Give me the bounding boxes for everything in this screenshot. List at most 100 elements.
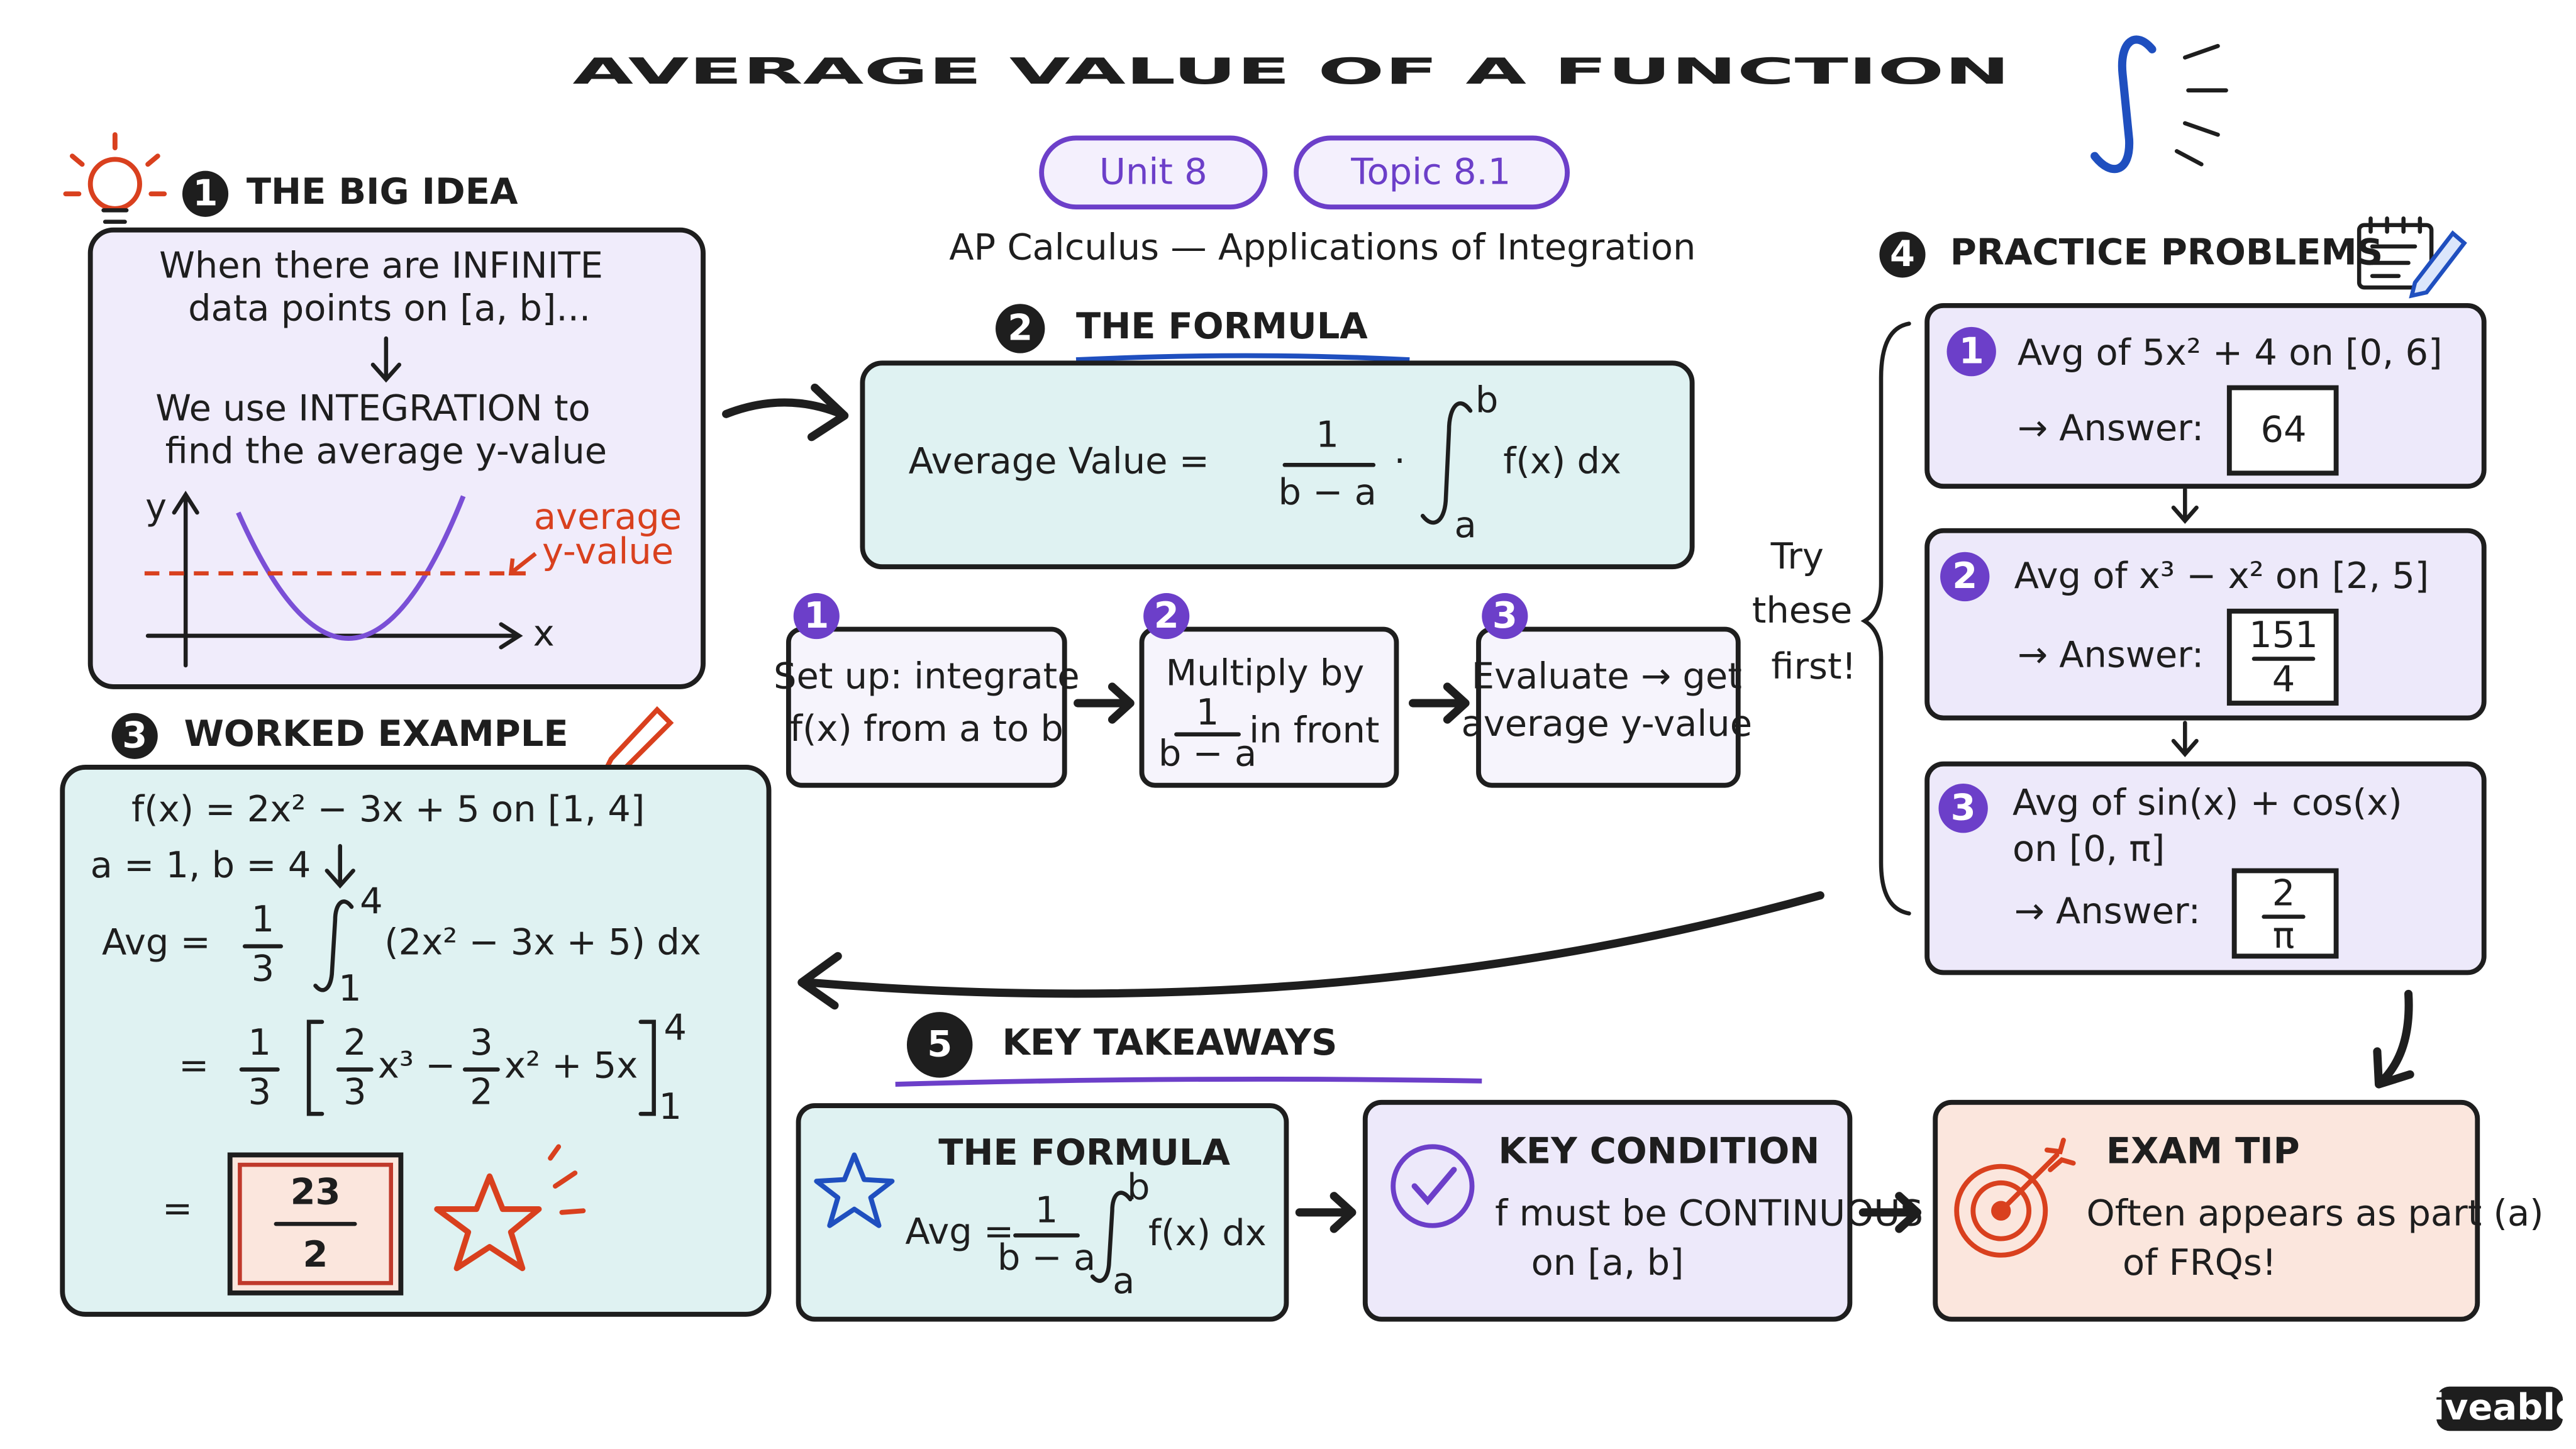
card-title: KEY CONDITION xyxy=(1498,1130,1819,1172)
step-text: Set up: integrate xyxy=(774,655,1080,697)
notepad xyxy=(2357,223,2434,290)
number-circle xyxy=(1938,784,1988,833)
fraction-numerator: 1 xyxy=(248,1021,271,1063)
answer-numerator: 2 xyxy=(2272,872,2296,914)
card-title: THE FORMULA xyxy=(938,1131,1230,1174)
formula-box xyxy=(860,360,1695,570)
equals: = xyxy=(179,1045,209,1087)
down-arrow xyxy=(370,336,402,383)
bracket xyxy=(638,1019,656,1116)
annotation: average xyxy=(534,496,682,538)
number: 3 xyxy=(122,714,147,757)
check-circle xyxy=(1391,1144,1475,1228)
number-circle xyxy=(1482,593,1528,640)
underline xyxy=(1075,353,1410,362)
lower-limit: 1 xyxy=(338,967,362,1009)
star-icon xyxy=(434,1173,542,1272)
number: 2 xyxy=(1154,594,1179,636)
result-box-inner xyxy=(238,1162,393,1285)
fraction-denominator: 3 xyxy=(343,1070,367,1113)
takeaway-card xyxy=(1362,1099,1853,1322)
section-heading: THE FORMULA xyxy=(1076,305,1368,347)
badge-text: Topic 8.1 xyxy=(1350,151,1511,193)
number-circle xyxy=(1946,326,1996,377)
step-arrow xyxy=(1074,682,1135,724)
notepad-icon xyxy=(2357,216,2467,299)
answer-denominator: π xyxy=(2273,914,2295,957)
dart xyxy=(1998,1137,2076,1214)
text-line: We use INTEGRATION to xyxy=(155,387,590,430)
function-line: f(x) = 2x² − 3x + 5 on [1, 4] xyxy=(131,788,645,830)
brace xyxy=(1860,321,1911,916)
fraction-denominator: 3 xyxy=(252,947,275,989)
number: 1 xyxy=(1959,330,1984,372)
upper-limit: 4 xyxy=(360,880,383,922)
brand-badge xyxy=(2436,1386,2563,1431)
badge-text: Unit 8 xyxy=(1099,151,1208,193)
fraction-numerator: 1 xyxy=(1316,413,1339,455)
number: 4 xyxy=(1890,233,1915,275)
answer-box xyxy=(2231,868,2339,959)
answer-label: → Answer: xyxy=(2018,407,2204,449)
number-circle xyxy=(793,593,840,640)
down-arrow xyxy=(325,844,355,889)
lower-limit: a xyxy=(1455,504,1477,546)
number: 3 xyxy=(1492,594,1518,636)
step-text: in front xyxy=(1249,709,1379,752)
card-text: Often appears as part (a) xyxy=(2087,1192,2544,1235)
fraction-numerator: 2 xyxy=(343,1021,367,1063)
step-text: Multiply by xyxy=(1166,652,1365,694)
parabola xyxy=(236,495,466,641)
answer-box xyxy=(2226,385,2339,476)
brand: fiveable xyxy=(2418,1386,2576,1428)
integral-sign xyxy=(1090,1191,1133,1283)
fraction-numerator: 1 xyxy=(1035,1189,1058,1231)
card-arrow xyxy=(1858,1192,1922,1233)
problem-box xyxy=(1924,303,2487,489)
down-arrow xyxy=(2171,487,2199,525)
question: Avg of sin(x) + cos(x) xyxy=(2012,782,2402,824)
step-text: f(x) from a to b xyxy=(790,708,1063,750)
integral-sign xyxy=(1420,401,1473,525)
problem-box xyxy=(1924,528,2487,721)
number-circle xyxy=(996,304,1045,353)
question: Avg of x³ − x² on [2, 5] xyxy=(2014,555,2429,597)
takeaway-card xyxy=(1933,1099,2480,1322)
answer-denominator: 4 xyxy=(2272,658,2296,701)
target-icon xyxy=(1954,1137,2076,1258)
card-text: of FRQs! xyxy=(2123,1241,2277,1284)
integrand: f(x) dx xyxy=(1503,440,1621,482)
answer-label: → Answer: xyxy=(2018,634,2204,676)
step-arrow xyxy=(1409,682,1470,724)
term: x³ − xyxy=(378,1045,455,1087)
number-circle xyxy=(1940,552,1990,602)
target-ring xyxy=(1970,1180,2032,1241)
text-line: data points on [a, b]... xyxy=(188,287,591,329)
card-arrow xyxy=(1295,1192,1357,1233)
integrand: (2x² − 3x + 5) dx xyxy=(384,921,701,963)
notepad-lines xyxy=(2368,216,2423,279)
upper-limit: b xyxy=(1127,1166,1150,1208)
upper-limit: 4 xyxy=(663,1007,687,1049)
formula-lhs: Average Value = xyxy=(909,440,1209,482)
bulb-rays xyxy=(63,132,167,197)
star-sparks xyxy=(548,1144,586,1215)
axis-label: x xyxy=(533,613,555,655)
term: x² + 5x xyxy=(504,1045,638,1087)
section-heading: KEY TAKEAWAYS xyxy=(1002,1021,1337,1063)
flow-arrow xyxy=(722,383,849,441)
number-circle xyxy=(906,1012,973,1078)
answer-label: → Answer: xyxy=(2014,890,2201,932)
number-circle xyxy=(1879,231,1926,278)
lower-limit: 1 xyxy=(659,1085,682,1128)
flow-arrow xyxy=(797,891,1824,1010)
bracket xyxy=(306,1019,325,1116)
underline xyxy=(895,1077,1482,1087)
integrand: f(x) dx xyxy=(1148,1212,1267,1254)
number: 5 xyxy=(927,1023,952,1065)
fraction-numerator: 3 xyxy=(470,1021,493,1063)
card-text: f must be CONTINUOUS xyxy=(1495,1192,1923,1235)
integral-icon xyxy=(2090,35,2157,174)
card-text: on [a, b] xyxy=(1531,1241,1684,1284)
